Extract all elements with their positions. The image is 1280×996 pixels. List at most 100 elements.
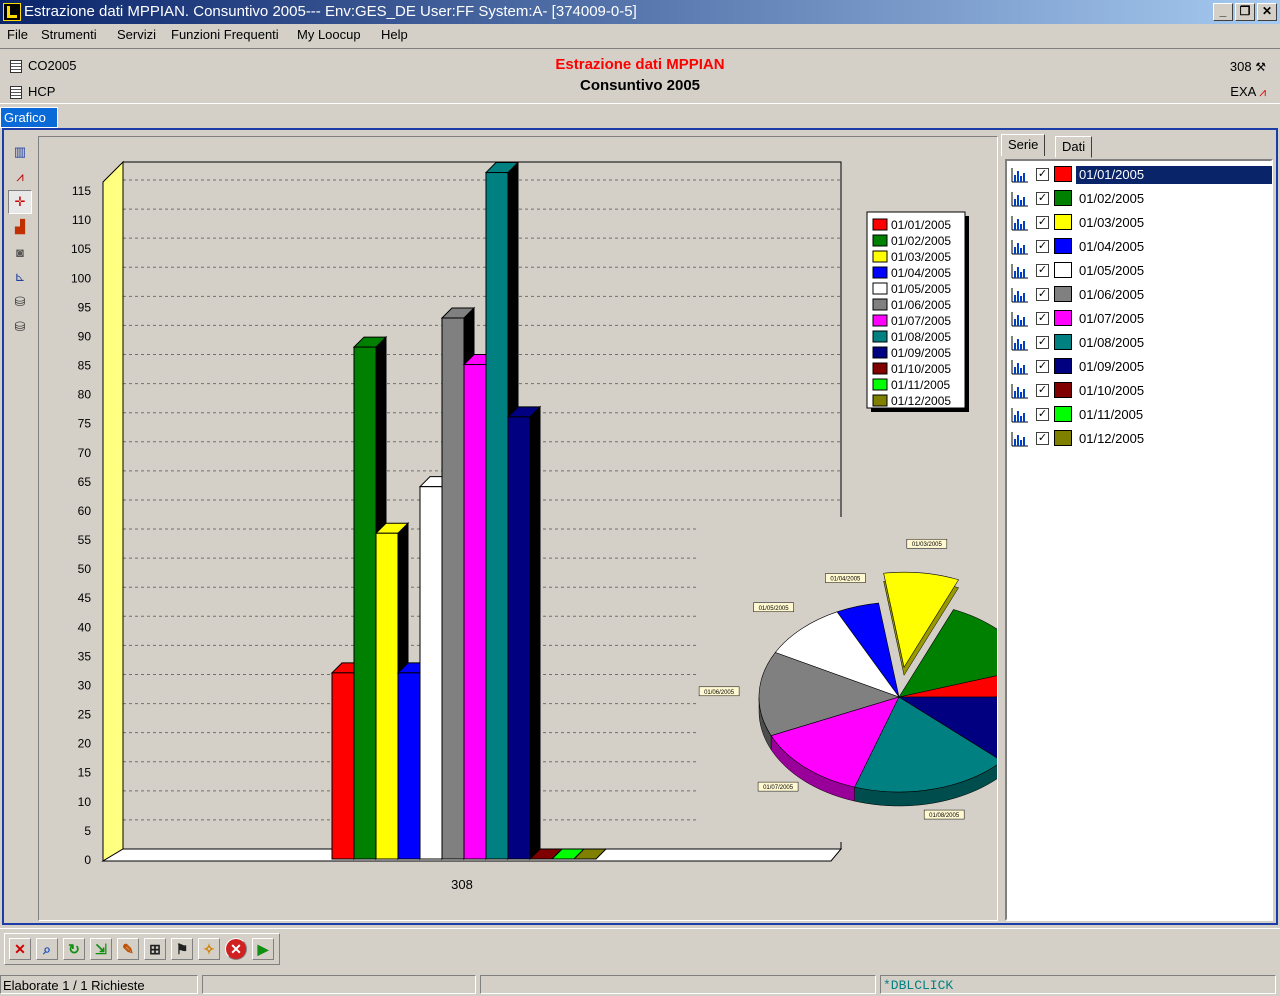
legend-label: 01/07/2005 [891, 314, 951, 328]
series-checkbox[interactable]: ✓ [1036, 216, 1049, 229]
series-color-swatch [1054, 382, 1072, 398]
series-row[interactable]: ✓ 01/10/2005 [1009, 380, 1271, 402]
series-color-swatch [1054, 310, 1072, 326]
menu-strumenti[interactable]: Strumenti [41, 27, 97, 42]
bar [463, 364, 487, 860]
tab-grafico[interactable]: Grafico [0, 107, 58, 128]
bar-chart-icon [1011, 432, 1028, 447]
stop-icon[interactable]: ✕ [225, 938, 247, 960]
line-chart-icon[interactable]: ⩘ [16, 169, 24, 184]
export-icon[interactable]: ⇲ [90, 938, 112, 960]
minimize-button[interactable]: _ [1213, 3, 1233, 21]
series-row[interactable]: ✓ 01/06/2005 [1009, 284, 1271, 306]
close-icon[interactable]: ✕ [9, 938, 31, 960]
series-row[interactable]: ✓ 01/09/2005 [1009, 356, 1271, 378]
series-color-swatch [1054, 430, 1072, 446]
series-row[interactable]: ✓ 01/07/2005 [1009, 308, 1271, 330]
series-row[interactable]: ✓ 01/12/2005 [1009, 428, 1271, 450]
series-row[interactable]: ✓ 01/02/2005 [1009, 188, 1271, 210]
series-label: 01/12/2005 [1079, 431, 1145, 446]
series-checkbox[interactable]: ✓ [1036, 240, 1049, 253]
menu-file[interactable]: File [7, 27, 28, 42]
y-tick-label: 80 [78, 388, 92, 402]
pie-label: 01/03/2005 [912, 542, 943, 548]
wrench-icon: ⚒ [1255, 60, 1266, 74]
series-label: 01/02/2005 [1079, 191, 1145, 206]
pie-slice [770, 696, 900, 788]
book-icon[interactable]: ▥ [13, 144, 27, 159]
legend-swatch [872, 282, 888, 295]
series-row[interactable]: ✓ 01/05/2005 [1009, 260, 1271, 282]
close-window-button[interactable]: ✕ [1257, 3, 1277, 21]
y-tick-label: 105 [71, 242, 91, 256]
bar-chart-icon[interactable]: ▟ [15, 219, 25, 234]
binoculars-icon[interactable]: ⛁ [14, 294, 26, 309]
pie-label-box [825, 573, 866, 583]
y-tick-label: 45 [78, 591, 92, 605]
pie-slice [854, 696, 997, 793]
menu-my-loocup[interactable]: My Loocup [297, 27, 361, 42]
search-icon[interactable]: ⌕ [36, 938, 58, 960]
pie-label-box [757, 781, 799, 792]
restore-button[interactable]: ❐ [1235, 3, 1255, 21]
series-color-swatch [1054, 358, 1072, 374]
bar [397, 672, 421, 860]
series-color-swatch [1054, 190, 1072, 206]
pie-label-box [906, 538, 948, 549]
series-checkbox[interactable]: ✓ [1036, 312, 1049, 325]
y-tick-label: 70 [78, 446, 92, 460]
legend-swatch [872, 394, 888, 407]
series-row[interactable]: ✓ 01/11/2005 [1009, 404, 1271, 426]
series-checkbox[interactable]: ✓ [1036, 360, 1049, 373]
series-row[interactable]: ✓ 01/01/2005 [1009, 164, 1272, 186]
series-checkbox[interactable]: ✓ [1036, 192, 1049, 205]
camera-icon[interactable]: ◙ [16, 244, 24, 260]
context-308[interactable]: 308 ⚒ [1230, 59, 1266, 74]
y-tick-label: 95 [78, 300, 92, 314]
refresh-icon[interactable]: ↻ [63, 938, 85, 960]
y-tick-label: 10 [78, 795, 92, 809]
y-tick-label: 115 [72, 184, 91, 198]
chart-tools: ▥ ⩘ ✛ ▟ ◙ ⊾ ⛁ ⛁ [8, 140, 34, 340]
series-checkbox[interactable]: ✓ [1036, 168, 1049, 181]
menu-funzioni-frequenti[interactable]: Funzioni Frequenti [171, 27, 279, 42]
bar [441, 317, 465, 860]
chart-canvas[interactable]: 0 5 10 15 20 25 30 35 40 45 50 55 60 65 70 75 80 85 90 95 10… [39, 137, 997, 920]
flag-icon[interactable]: ⚑ [171, 938, 193, 960]
legend-swatch [872, 234, 888, 247]
context-co2005[interactable]: CO2005 [10, 58, 76, 74]
bar-chart-icon [1011, 240, 1028, 255]
y-tick-label: 25 [78, 708, 92, 722]
bar-chart-icon [1011, 168, 1028, 183]
context-hcp[interactable]: HCP [10, 84, 56, 100]
series-row[interactable]: ✓ 01/04/2005 [1009, 236, 1271, 258]
tab-dati[interactable]: Dati [1055, 136, 1093, 158]
series-checkbox[interactable]: ✓ [1036, 432, 1049, 445]
edit-icon[interactable]: ✎ [117, 938, 139, 960]
series-row[interactable]: ✓ 01/08/2005 [1009, 332, 1271, 354]
menu-servizi[interactable]: Servizi [117, 27, 157, 42]
axis-icon[interactable]: ⊾ [14, 269, 26, 284]
play-icon[interactable]: ▶ [252, 938, 274, 960]
series-checkbox[interactable]: ✓ [1036, 288, 1049, 301]
series-label: 01/11/2005 [1079, 407, 1144, 422]
series-checkbox[interactable]: ✓ [1036, 384, 1049, 397]
context-label: HCP [28, 84, 56, 99]
y-tick-label: 40 [78, 620, 92, 634]
bottom-toolbar: ✕ ⌕ ↻ ⇲ ✎ ⊞ ⚑ ✧ ✕ ▶ [0, 928, 1280, 968]
crosshair-icon[interactable]: ✛ [8, 190, 32, 214]
bar-chart-icon [1011, 336, 1028, 351]
magic-icon[interactable]: ✧ [198, 938, 220, 960]
series-checkbox[interactable]: ✓ [1036, 408, 1049, 421]
binoculars-alt-icon[interactable]: ⛁ [14, 319, 26, 334]
series-row[interactable]: ✓ 01/03/2005 [1009, 212, 1271, 234]
series-checkbox[interactable]: ✓ [1036, 336, 1049, 349]
legend-label: 01/12/2005 [891, 394, 951, 408]
context-exa[interactable]: EXA ⩘ [1230, 84, 1266, 100]
series-list: ✓ 01/01/2005 ✓ 01/02/2005 ✓ 01/03/2005 ✓ 01/04/… [1005, 159, 1273, 921]
menu-help[interactable]: Help [381, 27, 408, 42]
tab-serie[interactable]: Serie [1001, 134, 1046, 156]
document-icon [10, 60, 22, 74]
series-checkbox[interactable]: ✓ [1036, 264, 1049, 277]
cart-icon[interactable]: ⊞ [144, 938, 166, 960]
